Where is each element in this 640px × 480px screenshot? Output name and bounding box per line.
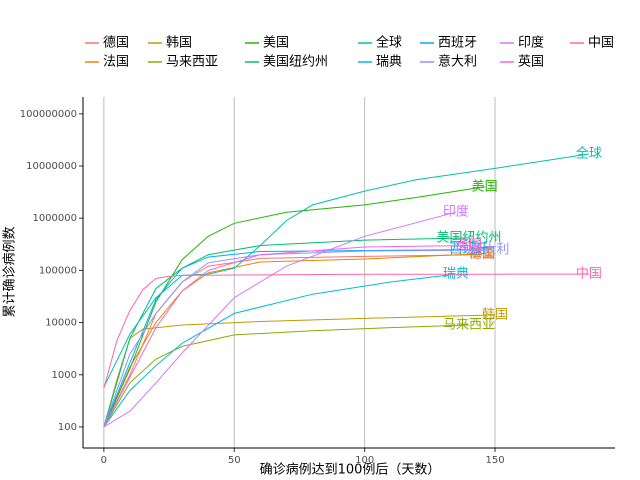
y-tick-label: 100000 (39, 265, 77, 276)
end-label: 英国 (456, 238, 482, 253)
end-label: 韩国 (482, 307, 508, 322)
series-line (103, 237, 470, 428)
y-tick-label: 100 (58, 422, 77, 433)
series-line (103, 324, 470, 428)
legend-label: 马来西亚 (166, 55, 218, 70)
end-label: 马来西亚 (443, 317, 495, 332)
y-tick-label: 10000000 (26, 161, 77, 172)
legend-label: 印度 (518, 35, 544, 51)
end-label: 中国 (576, 267, 602, 282)
series-line (103, 211, 457, 428)
legend-label: 英国 (518, 55, 544, 70)
legend-label: 瑞典 (376, 55, 402, 70)
series-line (103, 186, 485, 428)
y-tick-label: 1000000 (32, 213, 77, 224)
y-tick-label: 100000000 (20, 109, 77, 120)
y-tick-label: 10000 (45, 318, 77, 329)
x-axis-title: 确诊病例达到100例后（天数） (260, 463, 441, 478)
legend-label: 法国 (103, 55, 129, 70)
series-line (103, 249, 470, 428)
end-label: 印度 (443, 204, 469, 220)
legend-label: 中国 (588, 36, 614, 51)
x-tick-label: 0 (101, 455, 107, 466)
y-tick-label: 1000 (52, 370, 77, 381)
series-line (103, 253, 483, 428)
end-label: 美国纽约州 (436, 230, 501, 245)
legend-label: 德国 (103, 36, 129, 51)
series-line (103, 153, 589, 388)
x-tick-label: 100 (355, 455, 374, 466)
end-label: 意大利 (470, 242, 509, 258)
series-line (103, 249, 490, 428)
legend-label: 美国纽约州 (263, 55, 328, 70)
series-line (103, 273, 589, 389)
series-line (103, 245, 470, 428)
x-tick-label: 50 (228, 455, 241, 466)
end-label: 美国 (472, 179, 498, 194)
series-line (103, 314, 496, 428)
end-label: 德国 (469, 247, 495, 262)
x-tick-label: 150 (485, 455, 504, 466)
legend-label: 意大利 (438, 54, 477, 70)
end-label: 全球 (576, 145, 602, 161)
series-line (103, 273, 456, 428)
series-line (103, 254, 483, 428)
legend-label: 韩国 (166, 36, 192, 51)
legend-label: 美国 (263, 36, 289, 51)
y-axis-title: 累计确诊病例数 (3, 226, 18, 317)
legend-label: 西班牙 (438, 36, 477, 51)
legend-label: 全球 (376, 35, 402, 51)
